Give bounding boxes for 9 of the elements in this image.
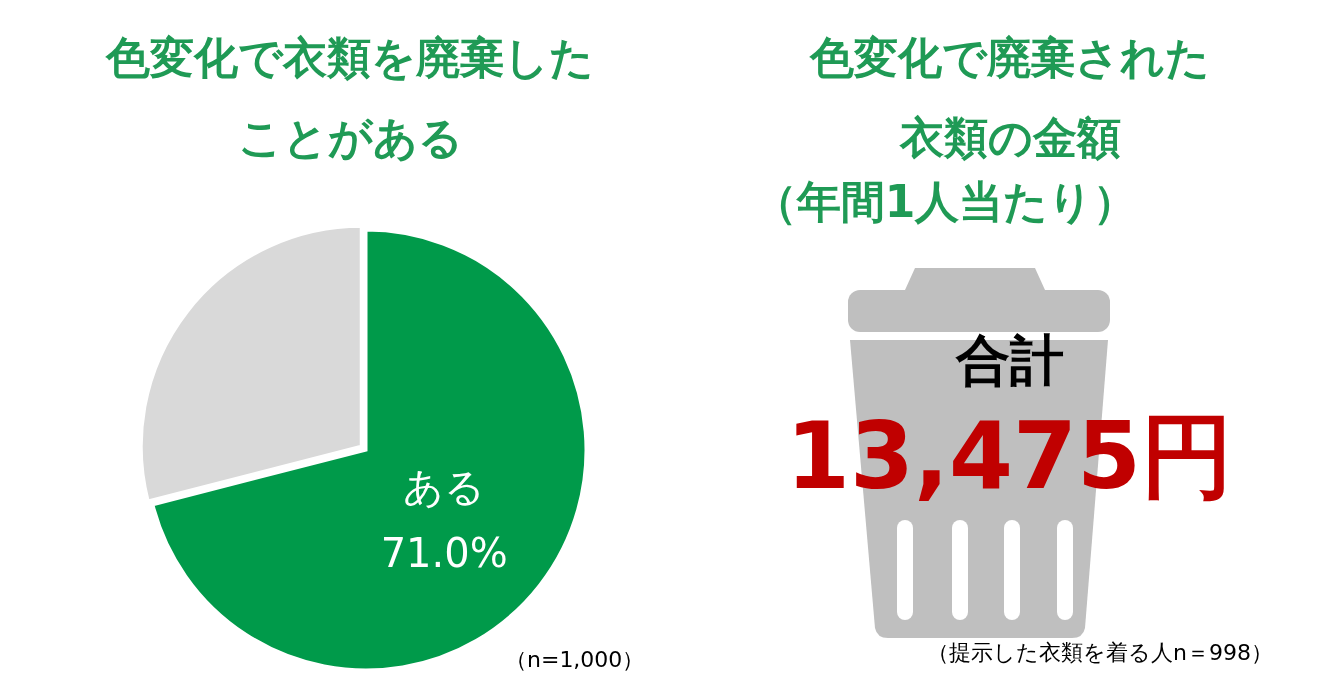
data-label: 71.0% [380,529,508,576]
text: 合計 [954,328,1065,394]
chart-title: 色変化で衣類を廃棄したことがある [104,31,595,165]
text: 色変化で廃棄された衣類の金額 [810,32,1210,163]
text: （年間1人当たり） [751,175,1139,229]
text: 13,475円 [785,402,1234,512]
text: （n=1,000） [505,646,645,674]
slice-label: ある [403,463,486,510]
text: （提示した衣類を着る人n＝998） [926,639,1274,667]
